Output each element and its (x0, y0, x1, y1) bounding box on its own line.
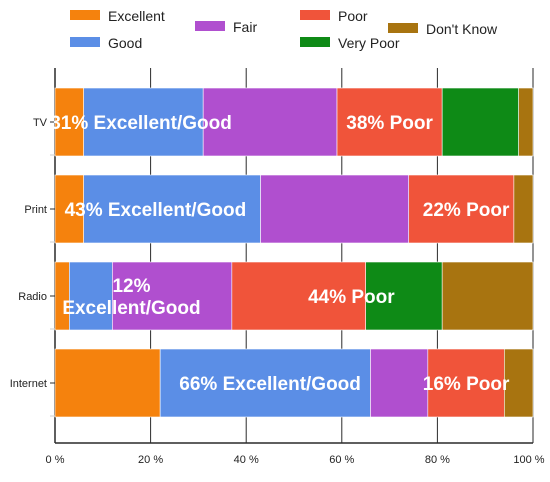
legend-label-good: Good (108, 35, 142, 51)
legend-label-very-poor: Very Poor (338, 35, 400, 51)
annotation-4: 12% Excellent/Good (62, 276, 200, 319)
bar-print-fair (260, 174, 410, 244)
bar-print-poor (408, 174, 515, 244)
annotation-6: 66% Excellent/Good (179, 374, 361, 395)
legend-swatch-good (70, 37, 100, 47)
bar-radio-good (69, 261, 113, 331)
bar-radio-excellent (54, 261, 70, 331)
annotation-1-line-0: 38% Poor (346, 113, 433, 134)
bar-tv-poor (336, 87, 443, 157)
annotation-4-line-1: Excellent/Good (62, 298, 200, 319)
bar-radio-poor (231, 261, 366, 331)
annotation-2-line-0: 43% Excellent/Good (65, 200, 247, 221)
legend-swatch-excellent (70, 10, 100, 20)
bar-tv-very-poor (441, 87, 519, 157)
x-tick-2: 40 % (234, 454, 259, 466)
bar-internet-fair (370, 348, 429, 418)
x-axis-ticks: 0 % 20 % 40 % 60 % 80 % 100 % (46, 454, 545, 466)
legend-swatch-poor (300, 10, 330, 20)
legend-label-fair: Fair (233, 19, 257, 35)
bars (54, 87, 534, 418)
category-label-print: Print (24, 204, 47, 216)
bar-radio-very-poor (365, 261, 443, 331)
bar-tv-excellent (54, 87, 84, 157)
bar-internet-poor (427, 348, 505, 418)
legend-swatch-very-poor (300, 37, 330, 47)
bar-print-excellent (54, 174, 84, 244)
annotation-0: 31% Excellent/Good (50, 113, 232, 134)
bar-internet-excellent (54, 348, 161, 418)
bar-print-good (83, 174, 261, 244)
legend-label-excellent: Excellent (108, 8, 165, 24)
annotation-2: 43% Excellent/Good (65, 200, 247, 221)
x-tick-5: 100 % (513, 454, 544, 466)
annotation-5: 44% Poor (308, 287, 395, 308)
legend-label-poor: Poor (338, 8, 368, 24)
category-label-tv: TV (33, 117, 48, 129)
annotation-7: 16% Poor (423, 374, 510, 395)
x-tick-4: 80 % (425, 454, 450, 466)
legend: Excellent Good Fair Poor Very Poor Don't Know (70, 8, 498, 51)
bar-radio-don-t-know (441, 261, 534, 331)
bar-print-don-t-know (513, 174, 534, 244)
annotation-3-line-0: 22% Poor (423, 200, 510, 221)
bar-internet-don-t-know (504, 348, 534, 418)
annotation-6-line-0: 66% Excellent/Good (179, 374, 361, 395)
x-tick-3: 60 % (329, 454, 354, 466)
bar-internet-good (159, 348, 371, 418)
annotation-7-line-0: 16% Poor (423, 374, 510, 395)
bar-tv-good (83, 87, 204, 157)
bar-tv-fair (202, 87, 338, 157)
bar-tv-don-t-know (518, 87, 534, 157)
annotation-5-line-0: 44% Poor (308, 287, 395, 308)
annotations: 31% Excellent/Good 38% Poor 43% Excellent/… (50, 113, 510, 395)
x-tick-1: 20 % (138, 454, 163, 466)
legend-swatch-don-t-know (388, 23, 418, 33)
x-tick-0: 0 % (46, 454, 65, 466)
category-labels: TV Print Radio Internet (10, 117, 55, 390)
annotation-4-line-0: 12% (112, 276, 150, 297)
annotation-0-line-0: 31% Excellent/Good (50, 113, 232, 134)
annotation-1: 38% Poor (346, 113, 433, 134)
category-label-internet: Internet (10, 378, 47, 390)
annotation-3: 22% Poor (423, 200, 510, 221)
legend-label-don-t-know: Don't Know (426, 21, 498, 37)
category-label-radio: Radio (18, 291, 47, 303)
legend-swatch-fair (195, 21, 225, 31)
